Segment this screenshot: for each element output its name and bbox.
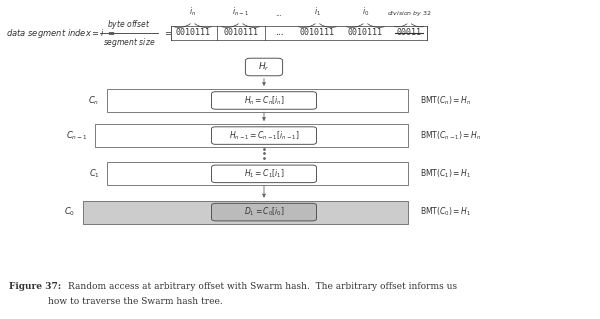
Text: how to traverse the Swarm hash tree.: how to traverse the Swarm hash tree. xyxy=(48,297,223,306)
Text: $i_n$: $i_n$ xyxy=(189,5,196,18)
Text: $C_{n-1}$: $C_{n-1}$ xyxy=(66,129,88,142)
Text: 0010111: 0010111 xyxy=(175,28,210,37)
Text: $C_n$: $C_n$ xyxy=(88,94,100,107)
Text: $\mathrm{BMT}(C_0) = H_1$: $\mathrm{BMT}(C_0) = H_1$ xyxy=(420,206,472,219)
Text: $C_0$: $C_0$ xyxy=(64,206,76,219)
Text: 0010111: 0010111 xyxy=(223,28,258,37)
Text: $\mathrm{BMT}(C_n) = H_n$: $\mathrm{BMT}(C_n) = H_n$ xyxy=(420,94,472,107)
Text: $H_n = C_n[i_n]$: $H_n = C_n[i_n]$ xyxy=(244,94,284,107)
Text: 0010111: 0010111 xyxy=(300,28,335,37)
Bar xyxy=(107,89,408,112)
Bar xyxy=(95,124,408,147)
Text: $D_1 = C_0[i_0]$: $D_1 = C_0[i_0]$ xyxy=(244,206,284,219)
Text: $=$: $=$ xyxy=(163,29,172,38)
Text: Random access at arbitrary offset with Swarm hash.  The arbitrary offset informs: Random access at arbitrary offset with S… xyxy=(68,282,457,291)
Text: $C_1$: $C_1$ xyxy=(89,167,100,180)
Text: $\mathrm{BMT}(C_1) = H_1$: $\mathrm{BMT}(C_1) = H_1$ xyxy=(420,167,472,180)
Text: $H_{n-1} = C_{n-1}[i_{n-1}]$: $H_{n-1} = C_{n-1}[i_{n-1}]$ xyxy=(229,129,299,142)
Text: $\mathit{data\ segment\ index} = i\ =\ $: $\mathit{data\ segment\ index} = i\ =\ $ xyxy=(6,27,115,40)
Text: $H_1 = C_1[i_1]$: $H_1 = C_1[i_1]$ xyxy=(244,167,284,180)
Text: $\mathit{division\ by\ 32}$: $\mathit{division\ by\ 32}$ xyxy=(386,9,432,18)
FancyBboxPatch shape xyxy=(212,92,317,109)
Text: $H_r$: $H_r$ xyxy=(258,61,270,73)
Bar xyxy=(83,201,408,224)
Bar xyxy=(107,162,408,185)
Text: $i_1$: $i_1$ xyxy=(314,5,321,18)
Text: 00011: 00011 xyxy=(397,28,422,37)
Text: $i_0$: $i_0$ xyxy=(362,5,369,18)
Text: ...: ... xyxy=(275,28,283,37)
FancyBboxPatch shape xyxy=(245,58,283,76)
Text: $i_{n-1}$: $i_{n-1}$ xyxy=(232,5,249,18)
FancyBboxPatch shape xyxy=(212,165,317,182)
Text: Figure 37:: Figure 37: xyxy=(9,282,61,291)
FancyBboxPatch shape xyxy=(212,127,317,144)
Text: $\mathit{segment\ size}$: $\mathit{segment\ size}$ xyxy=(103,36,155,49)
Text: 0010111: 0010111 xyxy=(348,28,383,37)
Text: $\mathit{byte\ offset}$: $\mathit{byte\ offset}$ xyxy=(107,18,151,31)
FancyBboxPatch shape xyxy=(212,204,317,221)
Text: ...: ... xyxy=(275,10,283,18)
Text: $\mathrm{BMT}(C_{n-1}) = H_n$: $\mathrm{BMT}(C_{n-1}) = H_n$ xyxy=(420,129,481,142)
